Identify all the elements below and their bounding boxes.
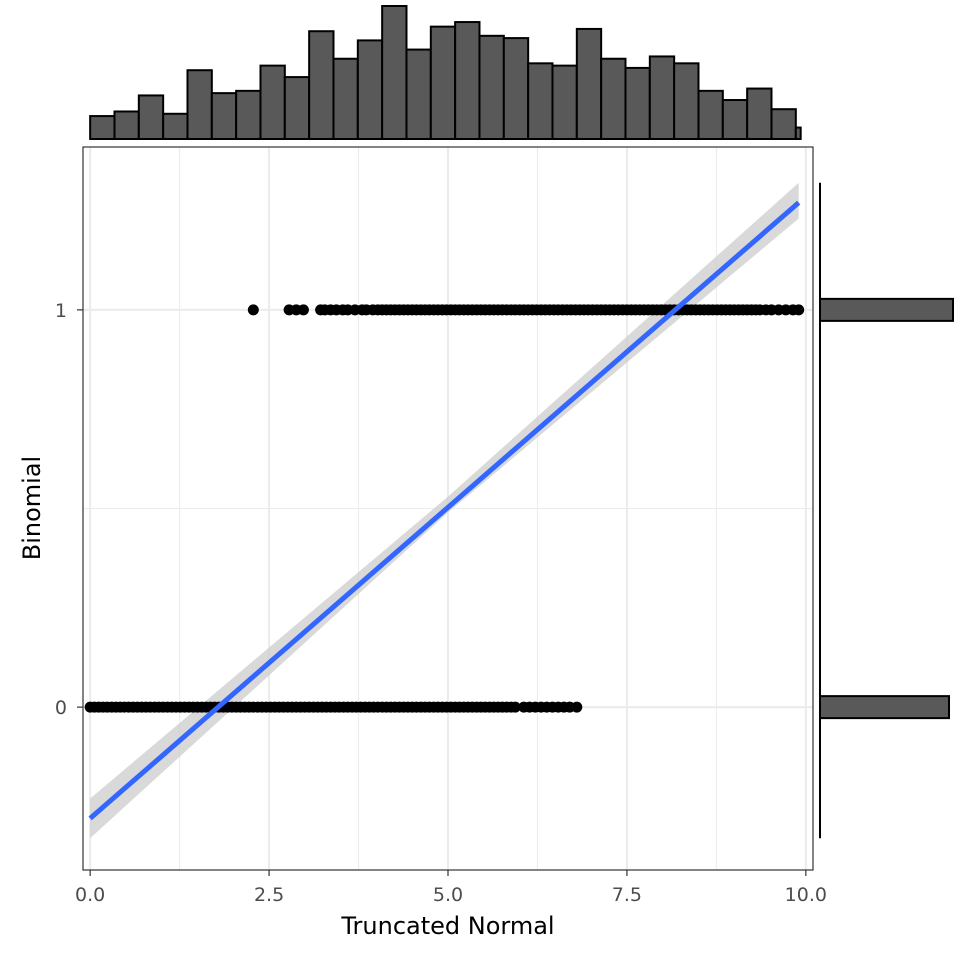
x-histogram-bar bbox=[308, 30, 335, 141]
x-histogram-bar bbox=[162, 112, 189, 141]
x-histogram-bar bbox=[575, 27, 603, 140]
x-histogram-bar bbox=[405, 48, 432, 141]
x-histogram-bar bbox=[454, 21, 481, 140]
x-histogram-bar bbox=[648, 55, 676, 141]
y-axis-ticks: 01 bbox=[55, 300, 83, 719]
x-histogram-bar bbox=[746, 87, 773, 141]
x-histogram-bar bbox=[697, 89, 724, 140]
x-histogram-bar bbox=[137, 94, 165, 141]
y-histogram-bar bbox=[819, 297, 954, 322]
x-histogram-bar bbox=[673, 62, 700, 141]
x-histogram-bar bbox=[551, 64, 578, 140]
data-point bbox=[297, 304, 309, 316]
x-histogram-bar bbox=[113, 110, 140, 140]
x-histogram-bar bbox=[210, 92, 238, 140]
x-histogram-bar bbox=[794, 126, 802, 141]
x-histogram-bar bbox=[89, 115, 116, 140]
fit-line-layer bbox=[88, 200, 801, 821]
x-tick-label: 5.0 bbox=[433, 884, 463, 906]
x-histogram-bar bbox=[770, 108, 797, 140]
y-tick-label: 0 bbox=[55, 697, 67, 719]
x-histogram-bar bbox=[600, 57, 627, 140]
x-histogram-bar bbox=[356, 39, 384, 140]
x-histogram-bar bbox=[624, 66, 651, 140]
x-histogram-bar bbox=[502, 37, 530, 140]
data-point bbox=[247, 304, 259, 316]
x-histogram-bar bbox=[186, 69, 213, 140]
x-histogram-bar bbox=[527, 62, 554, 141]
x-marginal-histogram bbox=[89, 5, 802, 141]
x-histogram-bar bbox=[478, 34, 505, 140]
x-histogram-bar bbox=[721, 99, 749, 140]
y-tick-label: 1 bbox=[55, 300, 67, 322]
x-axis-ticks: 0.0 2.5 5.0 7.5 10.0 bbox=[75, 870, 827, 906]
data-point bbox=[571, 701, 583, 713]
regression-line bbox=[88, 200, 801, 821]
x-histogram-bar bbox=[283, 76, 311, 140]
data-point bbox=[793, 304, 805, 316]
x-histogram-bar bbox=[381, 5, 408, 140]
x-tick-label: 2.5 bbox=[254, 884, 284, 906]
y-axis-title: Binomial bbox=[18, 456, 46, 560]
x-axis-title: Truncated Normal bbox=[340, 912, 554, 940]
x-tick-label: 7.5 bbox=[612, 884, 642, 906]
x-histogram-bar bbox=[429, 25, 457, 140]
x-histogram-bar bbox=[259, 64, 286, 140]
x-histogram-bar bbox=[235, 89, 262, 140]
x-tick-label: 0.0 bbox=[75, 884, 105, 906]
y-marginal-histogram bbox=[819, 182, 954, 839]
x-tick-label: 10.0 bbox=[785, 884, 827, 906]
y-histogram-bar bbox=[819, 695, 951, 720]
data-point bbox=[509, 701, 521, 713]
x-histogram-bar bbox=[332, 57, 359, 140]
